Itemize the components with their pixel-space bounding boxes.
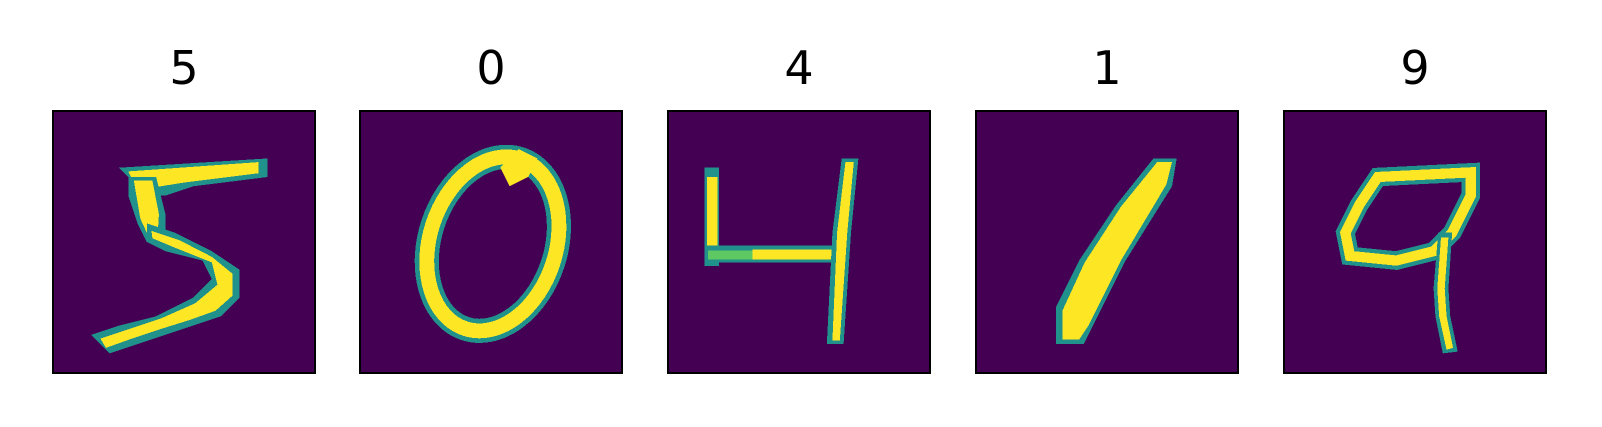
digit-panel-3: 4 (667, 0, 931, 380)
digit-nine-image (1283, 110, 1547, 374)
digit-panel-4: 1 (975, 0, 1239, 380)
digit-one-image (975, 110, 1239, 374)
panel-title: 4 (784, 41, 814, 95)
panel-title: 0 (476, 41, 506, 95)
panel-title: 1 (1092, 41, 1122, 95)
digit-panel-2: 0 (359, 0, 623, 380)
digit-panel-1: 5 (52, 0, 316, 380)
digit-five-image (52, 110, 316, 374)
panel-title: 5 (169, 41, 199, 95)
digit-four-image (667, 110, 931, 374)
digit-panel-5: 9 (1283, 0, 1547, 380)
digit-zero-image (359, 110, 623, 374)
panel-title: 9 (1400, 41, 1430, 95)
